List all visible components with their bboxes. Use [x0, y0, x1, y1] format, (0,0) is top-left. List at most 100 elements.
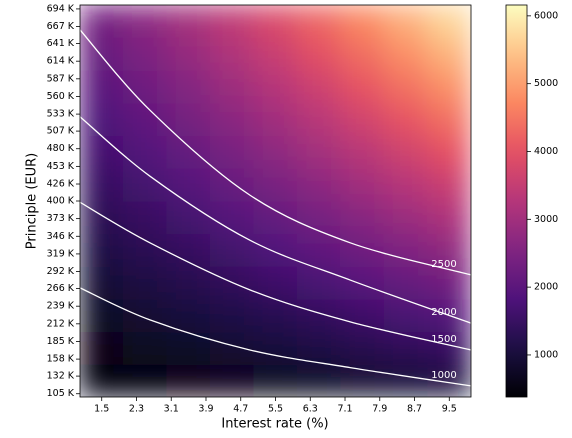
x-axis-label: Interest rate (%) [221, 417, 328, 432]
heat-cell [296, 331, 342, 365]
y-tick-label: 480 K [47, 143, 75, 154]
y-tick-label: 426 K [47, 179, 75, 190]
heat-cell [209, 200, 255, 235]
heat-cell [296, 233, 342, 267]
heat-cell [427, 200, 471, 235]
heat-cell [166, 363, 211, 397]
heat-cell [166, 37, 211, 71]
y-tick-label: 667 K [47, 21, 75, 32]
heat-cell [296, 265, 342, 300]
heat-cell [427, 135, 471, 169]
heat-cell [253, 200, 298, 235]
heat-cell [253, 5, 298, 39]
heat-cell [253, 233, 298, 267]
heat-cell [80, 135, 124, 169]
heat-cell [166, 102, 211, 137]
colorbar-tick-label: 2000 [534, 282, 558, 293]
heat-cell [340, 233, 385, 267]
colorbar-tick-label: 1000 [534, 349, 558, 360]
heat-cell [166, 298, 211, 333]
colorbar-frame [505, 4, 528, 398]
heat-cell [253, 135, 298, 169]
heat-cell [340, 298, 385, 333]
heat-cell [166, 5, 211, 39]
heat-cell [427, 233, 471, 267]
heat-cell [122, 233, 168, 267]
heat-cell [80, 69, 124, 104]
heat-cell [80, 233, 124, 267]
y-tick-label: 158 K [47, 354, 75, 365]
x-tick-label: 8.7 [407, 404, 422, 415]
heat-cell [166, 331, 211, 365]
heat-cell [122, 167, 168, 202]
heat-cell [166, 265, 211, 300]
heat-cell [80, 331, 124, 365]
heat-cell [427, 69, 471, 104]
colorbar-tick-label: 6000 [534, 10, 558, 21]
x-tick-label: 9.5 [442, 404, 457, 415]
heat-cell [80, 167, 124, 202]
y-tick-label: 694 K [47, 3, 75, 14]
y-tick-label: 373 K [47, 213, 75, 224]
heat-cell [340, 102, 385, 137]
heat-cell [296, 167, 342, 202]
heat-cell [427, 5, 471, 39]
heat-cell [253, 37, 298, 71]
y-tick-label: 587 K [47, 73, 75, 84]
heat-cell [166, 167, 211, 202]
heat-cell [340, 135, 385, 169]
heat-cell [383, 298, 429, 333]
heat-cell [122, 331, 168, 365]
heat-cell [122, 5, 168, 39]
heat-cell [383, 167, 429, 202]
heat-cell [383, 200, 429, 235]
heat-cell [166, 233, 211, 267]
heat-cell [209, 135, 255, 169]
heat-cell [166, 135, 211, 169]
y-tick-label: 533 K [47, 109, 75, 120]
heat-cell [427, 265, 471, 300]
heat-cell [80, 298, 124, 333]
heat-cell [122, 135, 168, 169]
heat-cell [296, 37, 342, 71]
heat-cell [209, 37, 255, 71]
y-tick-label: 319 K [47, 248, 75, 259]
heat-cell [253, 69, 298, 104]
heat-cell [253, 298, 298, 333]
heat-cell [80, 363, 124, 397]
heat-cell [80, 265, 124, 300]
heat-cell [383, 135, 429, 169]
heat-cell [253, 167, 298, 202]
heat-cell [209, 5, 255, 39]
heat-cell [340, 69, 385, 104]
contour-label: 1000 [431, 370, 456, 381]
heat-cell [383, 363, 429, 397]
heat-cell [209, 233, 255, 267]
x-tick-label: 3.9 [198, 404, 213, 415]
heat-cell [253, 265, 298, 300]
x-tick-label: 7.9 [372, 404, 387, 415]
heat-cell [296, 135, 342, 169]
heat-cell [383, 233, 429, 267]
heat-cell [296, 200, 342, 235]
heat-cell [80, 102, 124, 137]
heat-cell [427, 167, 471, 202]
colorbar-tick-label: 4000 [534, 146, 558, 157]
x-tick-label: 2.3 [129, 404, 144, 415]
y-tick-label: 105 K [47, 388, 75, 399]
y-tick-label: 560 K [47, 91, 75, 102]
y-tick-label: 212 K [47, 318, 75, 329]
heat-cell [253, 363, 298, 397]
heat-cell [340, 200, 385, 235]
heat-cell [209, 298, 255, 333]
contour-line [80, 201, 471, 351]
heat-cell [80, 5, 124, 39]
x-tick-label: 3.1 [164, 404, 179, 415]
heat-cell [383, 37, 429, 71]
x-tick-label: 4.7 [233, 404, 248, 415]
heat-cell [122, 363, 168, 397]
contour-label: 2500 [431, 259, 456, 270]
heat-cell [383, 5, 429, 39]
colorbar-tick-label: 3000 [534, 214, 558, 225]
